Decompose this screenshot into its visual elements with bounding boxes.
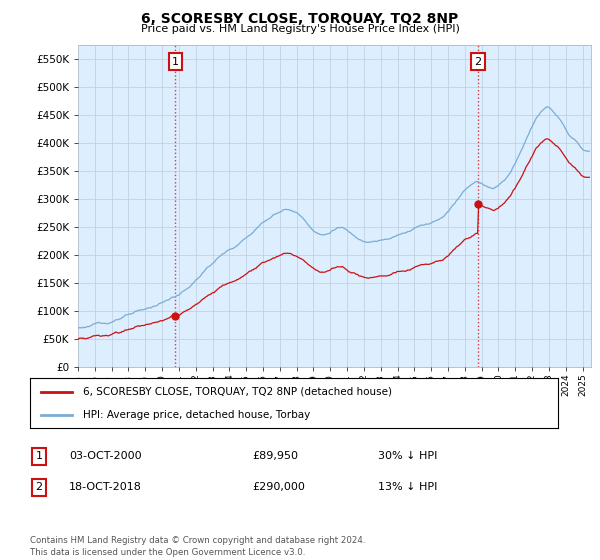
Text: Price paid vs. HM Land Registry's House Price Index (HPI): Price paid vs. HM Land Registry's House … [140,24,460,34]
Text: 1: 1 [35,451,43,461]
Text: 30% ↓ HPI: 30% ↓ HPI [378,451,437,461]
Text: 03-OCT-2000: 03-OCT-2000 [69,451,142,461]
Text: 13% ↓ HPI: 13% ↓ HPI [378,482,437,492]
Text: HPI: Average price, detached house, Torbay: HPI: Average price, detached house, Torb… [83,410,310,420]
Text: 1: 1 [172,57,179,67]
Text: £290,000: £290,000 [252,482,305,492]
Text: 18-OCT-2018: 18-OCT-2018 [69,482,142,492]
Text: 6, SCORESBY CLOSE, TORQUAY, TQ2 8NP (detached house): 6, SCORESBY CLOSE, TORQUAY, TQ2 8NP (det… [83,386,392,396]
Text: 2: 2 [35,482,43,492]
Text: 6, SCORESBY CLOSE, TORQUAY, TQ2 8NP: 6, SCORESBY CLOSE, TORQUAY, TQ2 8NP [142,12,458,26]
Text: 2: 2 [475,57,482,67]
Text: Contains HM Land Registry data © Crown copyright and database right 2024.
This d: Contains HM Land Registry data © Crown c… [30,536,365,557]
Text: £89,950: £89,950 [252,451,298,461]
